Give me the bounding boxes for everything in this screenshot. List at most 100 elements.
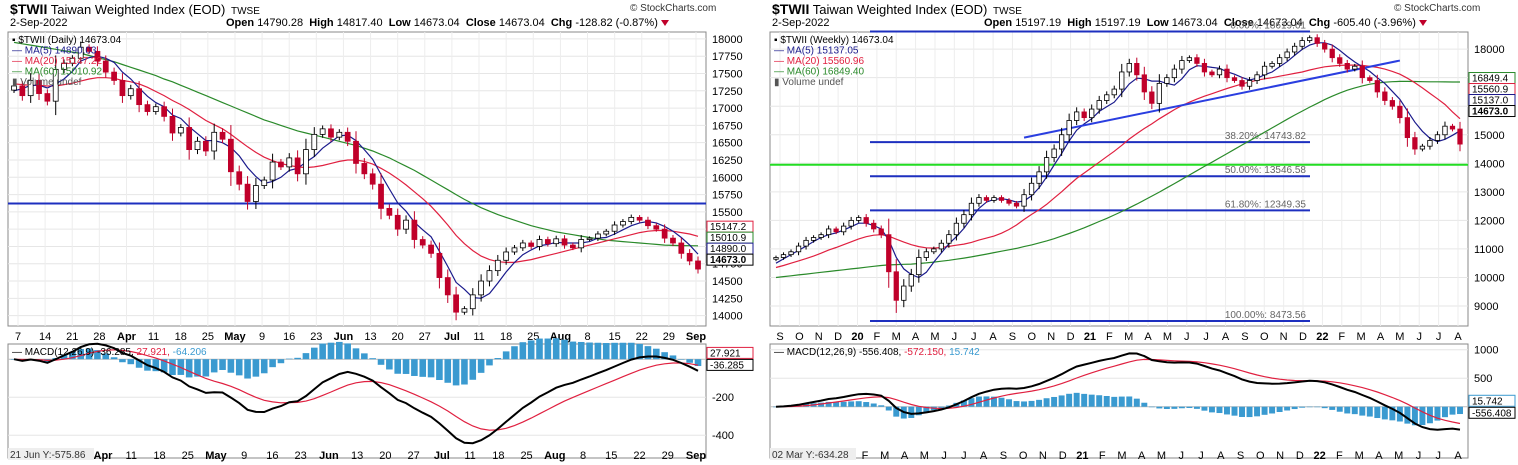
candle-body: [1156, 82, 1162, 104]
macd-x-tick-label: May: [205, 450, 227, 462]
fib-level-label: 100.00%: 8473.56: [1225, 310, 1307, 321]
price-tick-label: 18000: [1474, 44, 1505, 56]
macd-histogram-bar: [908, 406, 915, 418]
macd-x-tick-label: Apr: [94, 450, 114, 462]
macd-histogram-bar: [1163, 406, 1170, 410]
macd-histogram-bar: [544, 338, 552, 360]
candle-body: [1367, 77, 1373, 81]
macd-value-tag-box: [706, 358, 754, 371]
macd-histogram-bar: [1186, 406, 1193, 408]
macd-histogram-bar: [1419, 406, 1426, 426]
candle-body: [494, 259, 501, 272]
macd-histogram-bar: [202, 359, 210, 377]
legend-ma20: — MA(20) 15147.22: [12, 56, 102, 67]
candle-body: [1043, 157, 1050, 173]
candle-body: [636, 216, 643, 221]
x-tick-label: A: [1144, 331, 1152, 343]
macd-histogram-bar: [968, 398, 975, 407]
fib-level-label: 38.20%: 14743.82: [1225, 131, 1307, 142]
x-tick-label: Sep: [686, 331, 706, 343]
ohlc-bar: Open 14790.28 High 14817.40 Low 14673.04…: [226, 17, 756, 29]
macd-histogram-bar: [419, 359, 427, 377]
macd-line: [775, 352, 1461, 431]
x-tick-label: 23: [310, 331, 322, 343]
bottom-note: 02 Mar Y:-634.28: [772, 450, 849, 461]
candle-body: [946, 234, 952, 244]
candle-body: [511, 247, 518, 253]
macd-x-tick-label: S: [1000, 450, 1007, 462]
x-tick-label: N: [1280, 331, 1288, 343]
candle-body: [419, 239, 426, 246]
x-tick-label: D: [1299, 331, 1307, 343]
macd-x-tick-label: 11: [464, 450, 475, 462]
candle-body: [1412, 137, 1418, 150]
candle-body: [1284, 51, 1290, 59]
price-tick-label: 16250: [712, 155, 743, 167]
macd-x-tick-label: N: [1039, 450, 1047, 462]
candle-body: [586, 237, 593, 240]
macd-histogram-bar: [436, 359, 443, 381]
macd-x-tick-label: M: [1117, 450, 1126, 462]
value-tag: 15010.9: [710, 233, 747, 244]
candle-body: [863, 217, 869, 224]
x-tick-label: N: [815, 331, 823, 343]
candle-body: [1089, 108, 1095, 119]
candle-body: [856, 217, 862, 221]
candle-body: [1126, 62, 1132, 73]
macd-histogram-bar: [636, 343, 643, 360]
down-triangle-icon: [1418, 20, 1427, 27]
macd-histogram-bar: [1291, 406, 1298, 410]
candle-body: [127, 88, 134, 97]
x-tick-label: Jun: [334, 331, 354, 343]
macd-histogram-bar: [1156, 406, 1163, 409]
candle-body: [998, 197, 1005, 201]
candle-body: [344, 131, 351, 142]
macd-x-tick-label: Jul: [434, 450, 450, 462]
macd-histogram-bar: [94, 350, 101, 360]
macd-value-tag: -556.408: [1472, 408, 1512, 419]
x-tick-label: M: [1395, 331, 1404, 343]
macd-histogram-bar: [1096, 395, 1103, 407]
macd-histogram-bar: [486, 359, 493, 366]
candle-body: [61, 62, 67, 70]
macd-histogram-bar: [327, 342, 335, 360]
candle-body: [1276, 57, 1283, 64]
candle-body: [1201, 62, 1208, 73]
x-tick-label: M: [1124, 331, 1133, 343]
macd-x-tick-label: 15: [605, 450, 617, 462]
macd-histogram-bar: [1118, 396, 1125, 407]
candle-body: [578, 239, 585, 249]
x-tick-label: D: [834, 331, 842, 343]
candle-body: [386, 207, 393, 216]
candle-body: [1427, 140, 1433, 147]
x-tick-label: J: [1203, 331, 1209, 343]
macd-histogram-bar: [938, 406, 945, 408]
macd-value-tag-box: [1468, 394, 1516, 407]
macd-histogram-bar: [1434, 406, 1441, 421]
macd-x-tick-label: 23: [295, 450, 307, 462]
macd-histogram-bar: [461, 359, 468, 385]
x-tick-label: 22: [636, 331, 648, 343]
x-tick-label: 22: [1316, 331, 1328, 343]
macd-tick-label: 1000: [1474, 345, 1498, 357]
candle-body: [553, 238, 560, 245]
candle-body: [893, 271, 899, 301]
macd-histogram-bar: [1178, 406, 1185, 409]
x-tick-label: A: [1454, 331, 1462, 343]
price-tick-label: 18000: [712, 34, 743, 46]
price-tick-label: 14250: [712, 293, 743, 305]
candle-body: [186, 127, 193, 151]
x-tick-label: S: [1009, 331, 1016, 343]
legend-volume: ▮ Volume undef: [774, 77, 844, 88]
x-tick-label: 27: [419, 331, 431, 343]
macd-histogram-bar: [444, 359, 452, 383]
value-tag: 15560.9: [1472, 85, 1509, 96]
macd-histogram-bar: [310, 347, 318, 360]
candle-body: [1419, 145, 1426, 150]
macd-histogram-bar: [1366, 406, 1373, 417]
candle-body: [244, 183, 251, 202]
macd-histogram-bar: [152, 359, 160, 372]
x-tick-label: J: [1417, 331, 1423, 343]
x-tick-label: 7: [15, 331, 21, 343]
macd-histogram-bar: [427, 359, 435, 378]
